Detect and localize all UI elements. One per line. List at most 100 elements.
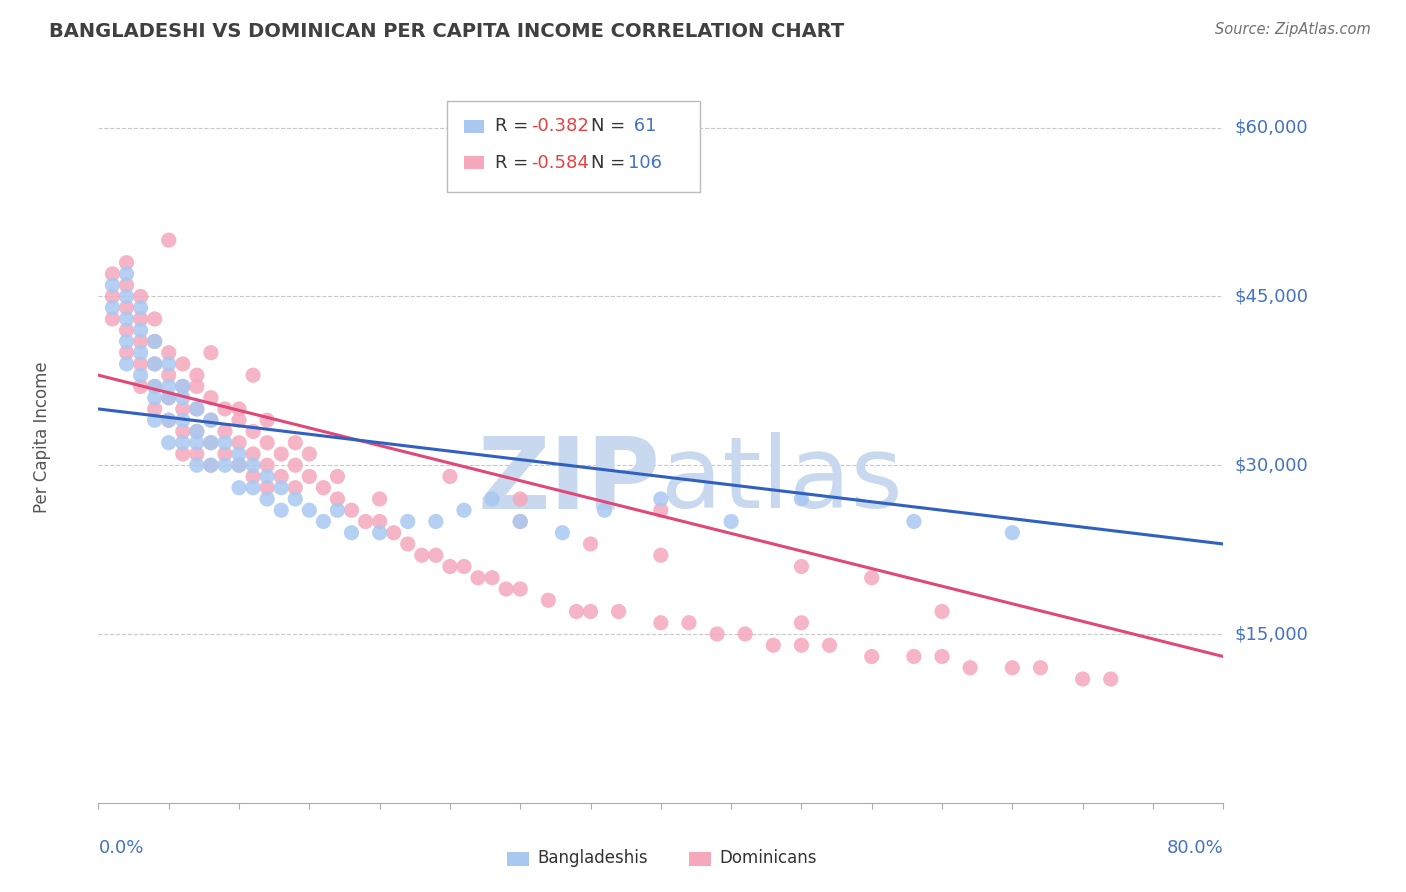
Point	[242, 469, 264, 483]
Text: $30,000: $30,000	[1234, 456, 1308, 475]
Point	[186, 368, 208, 383]
Point	[256, 458, 278, 473]
Point	[270, 481, 292, 495]
Point	[157, 345, 180, 359]
Point	[157, 413, 180, 427]
Point	[256, 413, 278, 427]
Point	[143, 357, 166, 371]
Point	[129, 368, 152, 383]
Point	[256, 491, 278, 506]
Point	[101, 301, 124, 315]
Point	[368, 525, 391, 540]
Point	[439, 469, 461, 483]
Point	[115, 301, 138, 315]
Point	[143, 334, 166, 349]
Point	[228, 413, 250, 427]
Point	[200, 458, 222, 473]
Point	[720, 515, 742, 529]
Point	[143, 379, 166, 393]
Point	[1099, 672, 1122, 686]
Point	[115, 357, 138, 371]
Point	[172, 401, 194, 416]
Point	[256, 435, 278, 450]
Point	[256, 469, 278, 483]
Point	[467, 571, 489, 585]
Point	[200, 435, 222, 450]
Point	[129, 301, 152, 315]
Point	[129, 289, 152, 303]
Point	[368, 491, 391, 506]
Point	[115, 267, 138, 281]
Point	[200, 458, 222, 473]
Point	[115, 345, 138, 359]
Point	[931, 649, 953, 664]
Point	[298, 503, 321, 517]
Text: -0.584: -0.584	[531, 153, 589, 172]
Point	[200, 391, 222, 405]
Point	[368, 515, 391, 529]
Point	[678, 615, 700, 630]
Point	[565, 605, 588, 619]
Point	[214, 458, 236, 473]
Point	[284, 458, 307, 473]
Point	[425, 548, 447, 562]
Text: Per Capita Income: Per Capita Income	[34, 361, 51, 513]
Point	[537, 593, 560, 607]
Point	[396, 515, 419, 529]
Point	[129, 379, 152, 393]
Point	[143, 413, 166, 427]
Point	[242, 458, 264, 473]
Point	[186, 425, 208, 439]
Point	[157, 391, 180, 405]
Point	[931, 605, 953, 619]
Text: 106: 106	[628, 153, 662, 172]
Point	[115, 334, 138, 349]
Point	[860, 649, 883, 664]
Point	[411, 548, 433, 562]
Point	[1071, 672, 1094, 686]
Point	[186, 379, 208, 393]
Point	[129, 323, 152, 337]
Point	[650, 491, 672, 506]
Point	[214, 447, 236, 461]
Point	[115, 289, 138, 303]
Point	[186, 401, 208, 416]
Point	[228, 401, 250, 416]
Point	[200, 413, 222, 427]
Point	[200, 413, 222, 427]
Point	[143, 334, 166, 349]
Point	[129, 345, 152, 359]
Point	[959, 661, 981, 675]
Text: Bangladeshis: Bangladeshis	[537, 848, 648, 867]
Point	[157, 357, 180, 371]
Point	[382, 525, 405, 540]
Point	[172, 447, 194, 461]
Point	[228, 435, 250, 450]
Point	[228, 458, 250, 473]
Point	[734, 627, 756, 641]
Point	[186, 425, 208, 439]
Point	[143, 379, 166, 393]
Point	[425, 515, 447, 529]
Point	[143, 357, 166, 371]
Point	[650, 503, 672, 517]
Point	[453, 559, 475, 574]
FancyBboxPatch shape	[689, 852, 711, 866]
Point	[298, 469, 321, 483]
Point	[312, 515, 335, 529]
Point	[579, 537, 602, 551]
Point	[509, 515, 531, 529]
FancyBboxPatch shape	[447, 101, 700, 192]
Text: 80.0%: 80.0%	[1167, 839, 1223, 857]
Point	[214, 435, 236, 450]
Point	[509, 582, 531, 596]
Point	[129, 357, 152, 371]
Point	[551, 525, 574, 540]
Point	[340, 503, 363, 517]
Point	[186, 401, 208, 416]
Point	[172, 435, 194, 450]
Text: 0.0%: 0.0%	[98, 839, 143, 857]
Point	[396, 537, 419, 551]
Point	[1029, 661, 1052, 675]
Point	[790, 615, 813, 630]
